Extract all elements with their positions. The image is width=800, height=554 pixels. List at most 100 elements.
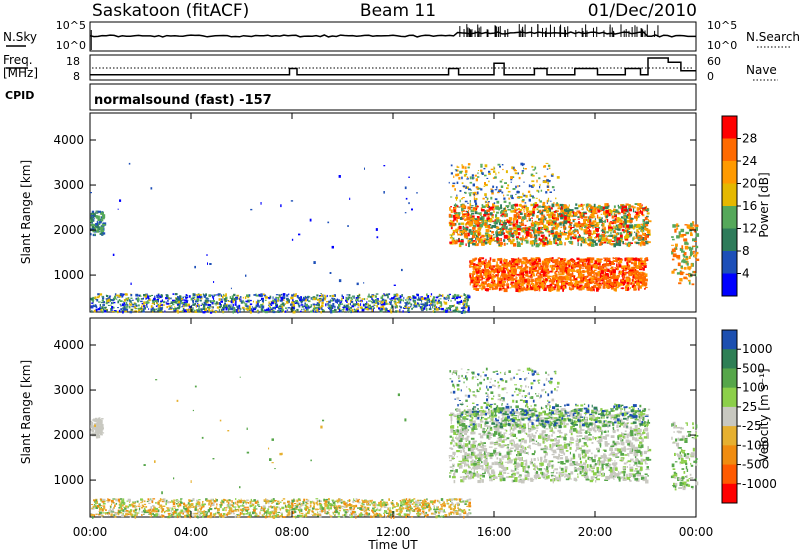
range-cell [462,309,465,312]
range-cell [618,261,621,266]
range-cell [691,246,694,250]
range-cell [481,242,485,246]
range-cell [542,219,545,223]
range-cell [583,211,587,214]
range-cell [153,308,156,312]
noise-left-tick-bottom: 10^0 [56,39,86,52]
range-cell [493,236,497,238]
range-cell [588,284,590,287]
range-cell [474,243,479,247]
range-cell [514,284,519,289]
range-cell [282,299,285,301]
range-cell [636,282,640,286]
range-cell [219,303,221,306]
range-cell [543,205,547,207]
range-cell [196,303,199,305]
range-cell [567,212,572,217]
range-cell [639,243,642,247]
range-cell [642,242,646,246]
range-cell [207,304,211,307]
range-cell [638,275,642,278]
range-cell [492,258,496,262]
range-cell [615,276,619,278]
range-cell [233,293,236,297]
range-cell [542,261,544,266]
range-cell [689,247,692,251]
range-cell [688,266,692,269]
range-cell [592,227,594,229]
range-cell [521,171,524,174]
range-cell [312,307,316,311]
range-cell [623,209,628,212]
range-cell [498,242,501,246]
range-cell [105,301,108,305]
range-cell [528,287,532,291]
range-cell [121,303,125,306]
range-cell [679,278,683,282]
range-cell [578,258,582,263]
range-cell [508,239,512,243]
range-cell [101,296,104,298]
range-cell [467,306,470,310]
range-cell [383,307,385,311]
range-cell [399,298,403,302]
range-cell [449,309,452,311]
range-cell [478,219,483,222]
range-cell [385,299,387,302]
range-cell [325,303,327,307]
range-cell [184,299,188,302]
range-cell [255,304,259,308]
range-cell [546,227,548,230]
range-cell [478,258,482,263]
range-cell [641,230,643,233]
range-cell [622,217,625,219]
range-cell [568,225,572,229]
range-cell [151,294,153,296]
range-cell [524,232,526,235]
range-cell [468,264,470,266]
range-cell [145,294,148,297]
range-cell [359,306,363,309]
range-cell [555,258,559,262]
range-cell [165,297,168,300]
range-cell [496,270,501,273]
range-cell [526,283,530,286]
range-cell [587,203,591,207]
range-cell [232,300,235,303]
range-cell [610,243,614,246]
range-cell [485,262,489,264]
range-cell [253,307,256,311]
range-cell [504,278,506,281]
range-cell [217,293,221,296]
range-cell [615,217,617,219]
range-cell [102,226,104,230]
range-cell [531,268,535,272]
range-cell [632,257,637,261]
range-cell [498,267,502,271]
range-cell [634,276,637,279]
range-cell [481,218,484,222]
range-cell [596,233,600,238]
range-cell [554,210,557,213]
range-cell [545,209,550,214]
range-cell [541,241,544,243]
range-cell [506,278,509,281]
range-cell [183,304,185,308]
range-cell [586,224,590,227]
range-cell [572,260,575,263]
range-cell [380,303,383,306]
range-cell [412,295,415,297]
range-cell [518,288,521,290]
range-cell [601,233,606,238]
range-cell [548,219,552,221]
range-cell [438,307,440,310]
range-cell [639,207,643,209]
range-cell [114,293,117,296]
range-cell [413,296,416,299]
range-cell [489,212,493,216]
range-cell [537,232,540,237]
range-cell [541,228,543,230]
range-cell [524,264,528,268]
range-cell [259,295,263,298]
range-cell [305,296,308,299]
